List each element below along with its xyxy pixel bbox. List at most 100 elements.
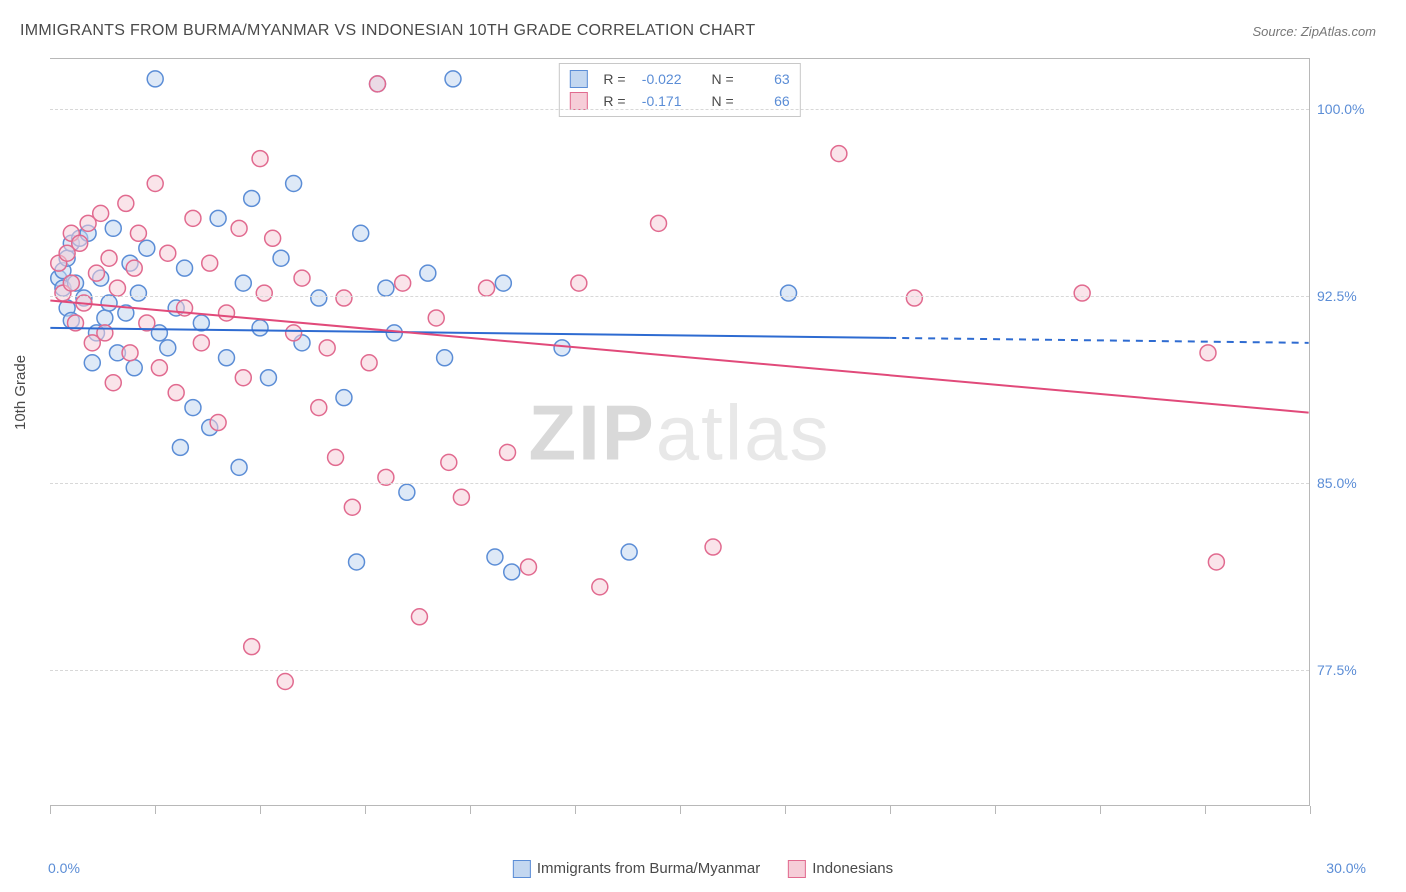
scatter-point	[151, 360, 167, 376]
scatter-point	[256, 285, 272, 301]
scatter-point	[906, 290, 922, 306]
scatter-point	[395, 275, 411, 291]
plot-svg	[50, 59, 1309, 806]
gridline-h	[50, 109, 1309, 110]
scatter-point	[126, 360, 142, 376]
x-tick	[260, 806, 261, 814]
scatter-point	[101, 250, 117, 266]
scatter-point	[260, 370, 276, 386]
scatter-point	[244, 639, 260, 655]
x-tick	[155, 806, 156, 814]
chart-title: IMMIGRANTS FROM BURMA/MYANMAR VS INDONES…	[20, 22, 755, 40]
scatter-point	[441, 454, 457, 470]
scatter-point	[101, 295, 117, 311]
scatter-point	[311, 400, 327, 416]
scatter-point	[286, 325, 302, 341]
stats-n-label: N =	[712, 93, 734, 109]
scatter-point	[97, 310, 113, 326]
scatter-point	[420, 265, 436, 281]
scatter-point	[219, 350, 235, 366]
trend-line	[50, 301, 1308, 413]
trend-line	[50, 328, 889, 338]
scatter-point	[231, 459, 247, 475]
stats-r-value: -0.022	[636, 71, 682, 87]
legend-swatch	[569, 92, 587, 110]
x-tick	[680, 806, 681, 814]
scatter-point	[88, 265, 104, 281]
scatter-point	[705, 539, 721, 555]
scatter-point	[1200, 345, 1216, 361]
x-tick	[785, 806, 786, 814]
scatter-point	[63, 275, 79, 291]
scatter-point	[202, 255, 218, 271]
stats-n-value: 63	[744, 71, 790, 87]
gridline-h	[50, 296, 1309, 297]
scatter-point	[521, 559, 537, 575]
y-tick-label: 85.0%	[1317, 475, 1367, 491]
x-range-min: 0.0%	[48, 860, 80, 876]
scatter-point	[84, 355, 100, 371]
scatter-point	[193, 315, 209, 331]
scatter-point	[93, 205, 109, 221]
scatter-point	[651, 215, 667, 231]
scatter-point	[105, 375, 121, 391]
scatter-point	[244, 190, 260, 206]
legend-swatch	[569, 70, 587, 88]
scatter-point	[231, 220, 247, 236]
stats-row: R =-0.022N =63	[569, 68, 789, 90]
scatter-point	[265, 230, 281, 246]
x-tick	[575, 806, 576, 814]
scatter-point	[336, 290, 352, 306]
scatter-point	[571, 275, 587, 291]
scatter-point	[504, 564, 520, 580]
legend-item: Immigrants from Burma/Myanmar	[513, 860, 760, 878]
y-tick-label: 92.5%	[1317, 288, 1367, 304]
scatter-point	[185, 400, 201, 416]
legend-label: Immigrants from Burma/Myanmar	[537, 860, 760, 877]
scatter-point	[453, 489, 469, 505]
scatter-point	[273, 250, 289, 266]
gridline-h	[50, 483, 1309, 484]
scatter-point	[147, 71, 163, 87]
scatter-point	[130, 285, 146, 301]
scatter-point	[185, 210, 201, 226]
scatter-point	[554, 340, 570, 356]
x-tick	[890, 806, 891, 814]
trend-line-extrapolated	[889, 338, 1308, 343]
stats-n-value: 66	[744, 93, 790, 109]
scatter-point	[210, 210, 226, 226]
stats-r-label: R =	[603, 71, 625, 87]
scatter-point	[781, 285, 797, 301]
scatter-point	[1208, 554, 1224, 570]
source-attribution: Source: ZipAtlas.com	[1252, 24, 1376, 39]
scatter-point	[126, 260, 142, 276]
scatter-point	[294, 270, 310, 286]
scatter-point	[336, 390, 352, 406]
scatter-point	[1074, 285, 1090, 301]
chart-container: IMMIGRANTS FROM BURMA/MYANMAR VS INDONES…	[0, 0, 1406, 892]
scatter-point	[193, 335, 209, 351]
scatter-point	[378, 280, 394, 296]
scatter-point	[621, 544, 637, 560]
legend-swatch	[788, 860, 806, 878]
x-tick	[470, 806, 471, 814]
scatter-point	[349, 554, 365, 570]
scatter-point	[445, 71, 461, 87]
scatter-point	[72, 235, 88, 251]
scatter-point	[319, 340, 335, 356]
y-tick-label: 77.5%	[1317, 662, 1367, 678]
scatter-point	[344, 499, 360, 515]
scatter-point	[592, 579, 608, 595]
scatter-point	[311, 290, 327, 306]
scatter-point	[411, 609, 427, 625]
x-tick	[995, 806, 996, 814]
scatter-point	[328, 449, 344, 465]
scatter-point	[235, 275, 251, 291]
scatter-point	[831, 146, 847, 162]
scatter-point	[252, 151, 268, 167]
y-axis-label: 10th Grade	[12, 355, 29, 430]
scatter-point	[399, 484, 415, 500]
scatter-point	[286, 176, 302, 192]
scatter-point	[118, 195, 134, 211]
stats-r-value: -0.171	[636, 93, 682, 109]
